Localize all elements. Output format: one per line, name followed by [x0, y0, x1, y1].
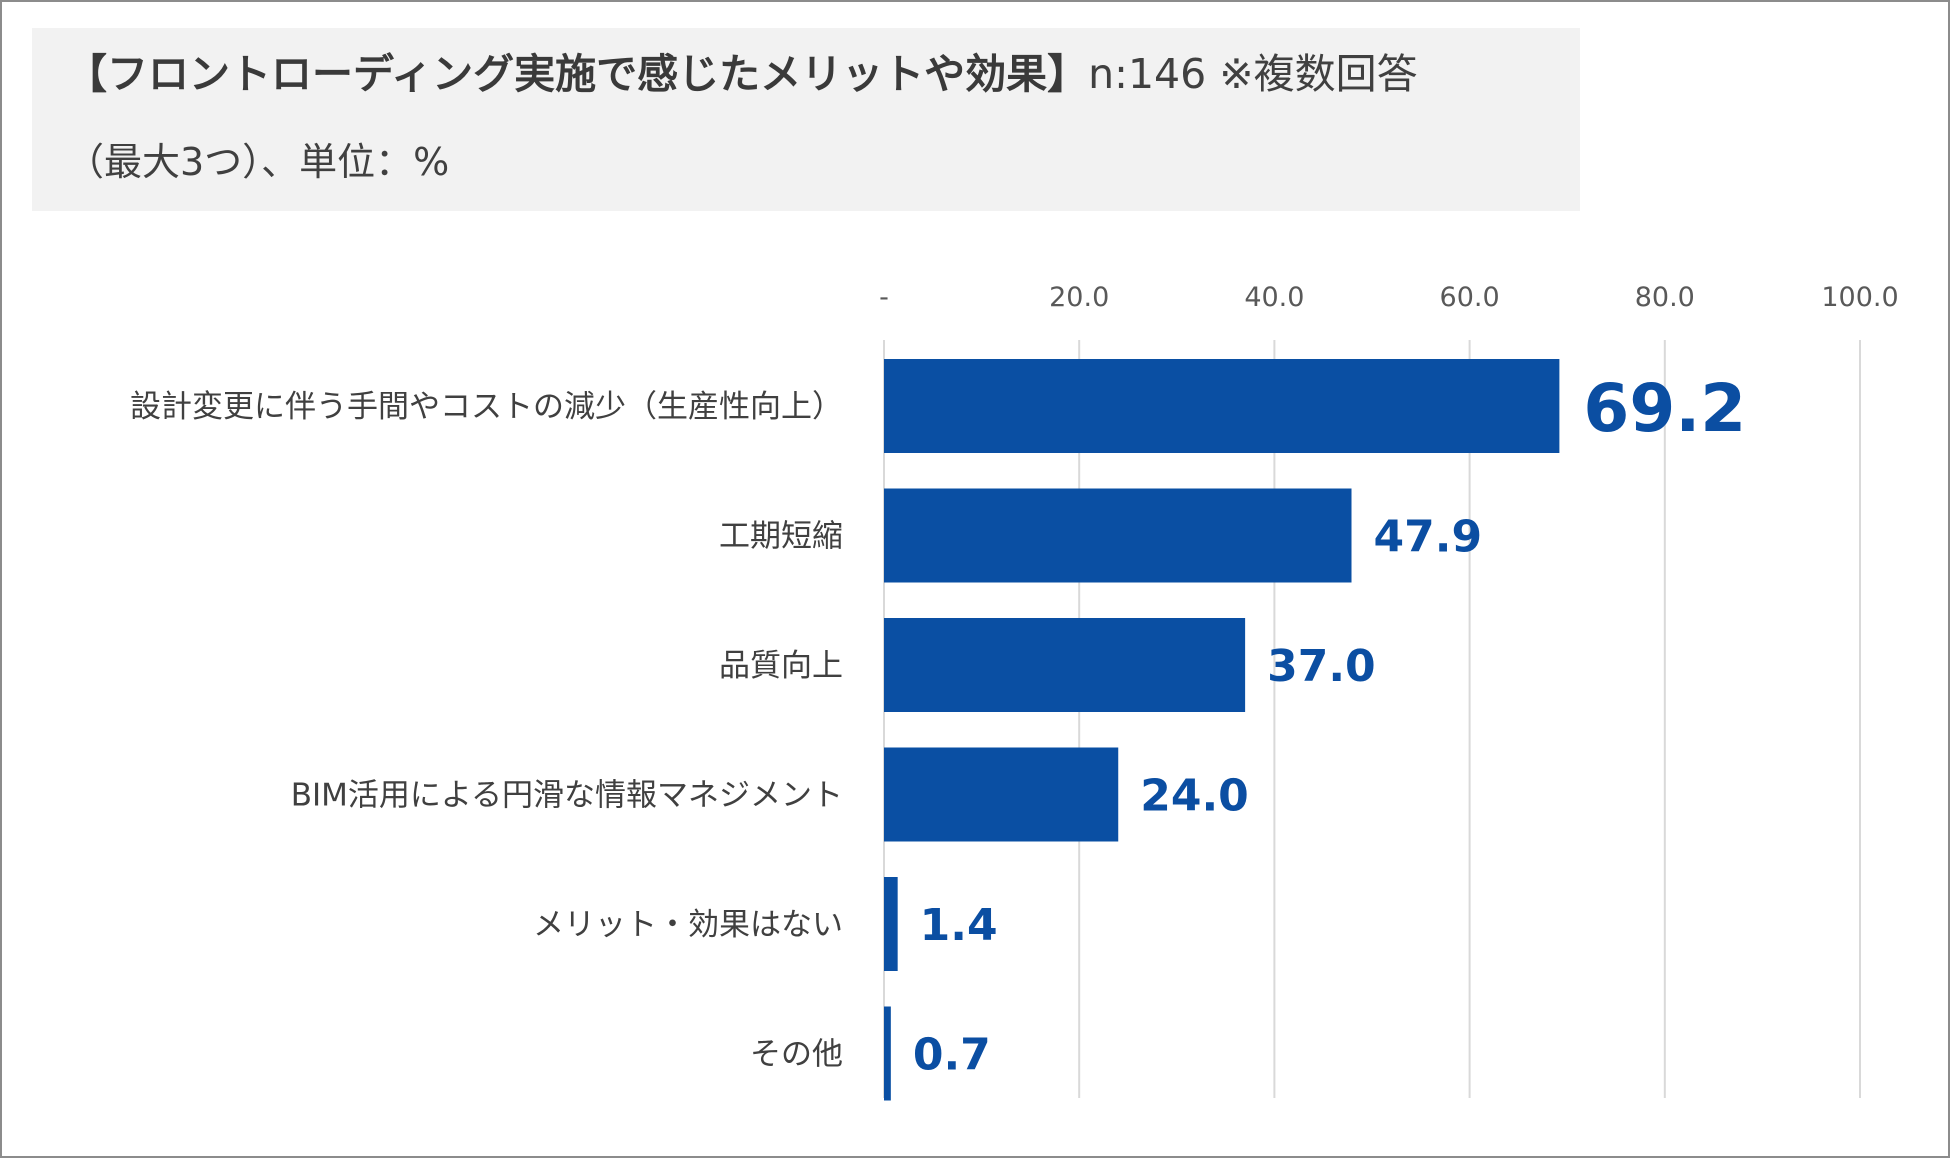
x-tick-label: -: [879, 282, 889, 313]
value-label: 37.0: [1267, 641, 1376, 692]
x-tick-label: 100.0: [1821, 282, 1898, 313]
bar: [884, 359, 1560, 453]
sample-size: n:146: [1088, 50, 1207, 98]
category-label: メリット・効果はない: [533, 907, 843, 943]
bar: [884, 877, 898, 971]
value-label: 47.9: [1374, 512, 1483, 563]
title-box: 【フロントローディング実施で感じたメリットや効果】n:146 ※複数回答 （最大…: [32, 28, 1580, 211]
title-line: 【フロントローディング実施で感じたメリットや効果】n:146 ※複数回答: [66, 46, 1418, 103]
value-label: 1.4: [920, 900, 998, 951]
bar: [884, 618, 1246, 712]
category-label: その他: [750, 1037, 843, 1073]
category-label: 品質向上: [719, 648, 843, 684]
value-label: 24.0: [1140, 771, 1249, 822]
x-tick-label: 40.0: [1244, 282, 1304, 313]
value-label: 0.7: [913, 1030, 991, 1081]
bar: [884, 747, 1119, 842]
bar: [884, 1006, 891, 1101]
multi-answer-note: ※複数回答: [1219, 50, 1418, 98]
bar: [884, 488, 1352, 583]
category-label: 設計変更に伴う手間やコストの減少（生産性向上）: [130, 389, 843, 425]
x-tick-label: 20.0: [1049, 282, 1109, 313]
x-tick-label: 60.0: [1440, 282, 1500, 313]
chart-subtitle: （最大3つ）、単位：%: [66, 140, 450, 184]
chart-title: 【フロントローディング実施で感じたメリットや効果】: [66, 50, 1089, 98]
value-label: 69.2: [1583, 370, 1746, 447]
x-tick-label: 80.0: [1635, 282, 1695, 313]
category-label: BIM活用による円滑な情報マネジメント: [291, 778, 843, 814]
category-label: 工期短縮: [719, 519, 843, 555]
